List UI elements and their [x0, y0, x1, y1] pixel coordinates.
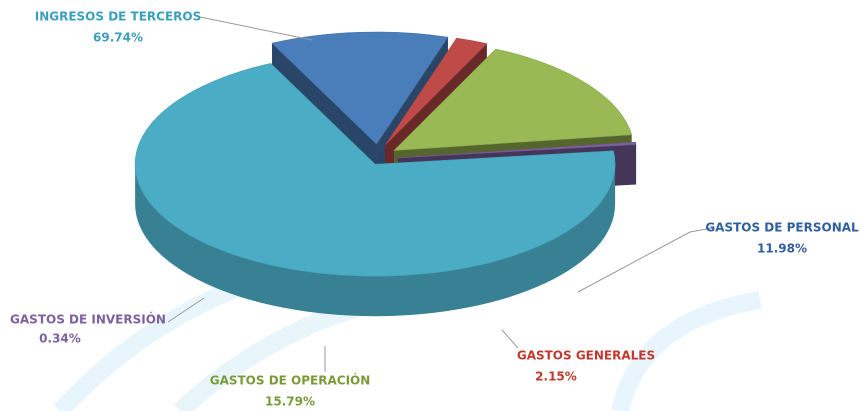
labels: INGRESOS DE TERCEROS 69.74% GASTOS DE PERS… [10, 10, 859, 409]
slice-side [135, 164, 616, 317]
value-label: 0.34% [39, 332, 81, 346]
leader-line [577, 227, 713, 293]
value-label: 2.15% [535, 370, 577, 384]
leader-line [167, 297, 205, 323]
slice-label: GASTOS DE PERSONAL [705, 221, 859, 235]
slice [271, 31, 449, 145]
slice [384, 37, 488, 146]
leader-line [501, 329, 519, 349]
value-label: 15.79% [265, 395, 315, 409]
slice [134, 63, 616, 277]
leader-line [199, 16, 313, 41]
value-label: 69.74% [93, 31, 143, 45]
slice [393, 48, 633, 151]
value-label: 11.98% [757, 242, 807, 256]
slice-label: GASTOS DE OPERACIÓN [210, 373, 371, 388]
slice-label: INGRESOS DE TERCEROS [35, 10, 202, 24]
ray [611, 291, 762, 411]
slice [397, 141, 637, 159]
pie [134, 31, 637, 317]
slice-label: GASTOS GENERALES [517, 349, 655, 363]
slice-label: GASTOS DE INVERSIÓN [10, 312, 166, 327]
